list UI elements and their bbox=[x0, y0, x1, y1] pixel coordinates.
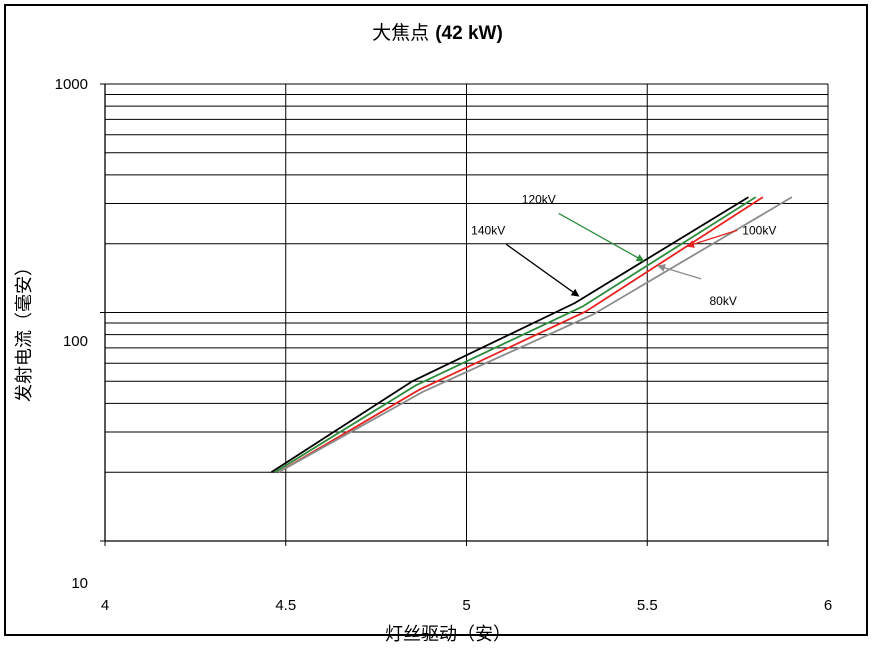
annotation-label-100kV: 100kV bbox=[742, 223, 776, 237]
chart-title-text: 大焦点 bbox=[372, 22, 430, 44]
x-tick-label: 6 bbox=[824, 597, 832, 614]
annotation-label-140kV: 140kV bbox=[471, 223, 505, 237]
series-lines bbox=[270, 196, 793, 473]
series-line-80kV bbox=[278, 196, 793, 473]
y-tick-label: 1000 bbox=[55, 76, 88, 93]
x-tick-label: 4.5 bbox=[275, 597, 296, 614]
series-line-120kV bbox=[274, 196, 757, 473]
y-axis-label: 发射电流（毫安） bbox=[14, 258, 35, 402]
series-line-100kV bbox=[278, 196, 764, 473]
series-line-140kV bbox=[270, 196, 749, 473]
annotation-arrow-100kV bbox=[686, 229, 738, 248]
tick-labels: 4 4.5 5 5.5 6 10 100 1000 bbox=[55, 76, 833, 614]
chart-frame bbox=[4, 4, 868, 636]
grid-lines bbox=[100, 83, 829, 546]
annotation-label-120kV: 120kV bbox=[522, 192, 556, 206]
annotation-arrow-140kV bbox=[505, 243, 580, 297]
chart-title-power: (42 kW) bbox=[435, 23, 503, 44]
annotation-arrow-80kV bbox=[657, 264, 702, 280]
x-tick-label: 4 bbox=[101, 597, 109, 614]
x-tick-label: 5 bbox=[462, 597, 470, 614]
annotations: 140kV 120kV 100kV 80kV bbox=[471, 192, 776, 307]
y-tick-label: 100 bbox=[63, 333, 88, 350]
x-tick-label: 5.5 bbox=[637, 597, 658, 614]
annotation-arrow-120kV bbox=[558, 212, 645, 262]
y-tick-label: 10 bbox=[71, 575, 88, 592]
x-axis-label: 灯丝驱动（安） bbox=[385, 624, 511, 645]
chart-title: 大焦点 (42 kW) bbox=[0, 18, 875, 45]
annotation-label-80kV: 80kV bbox=[709, 294, 736, 308]
